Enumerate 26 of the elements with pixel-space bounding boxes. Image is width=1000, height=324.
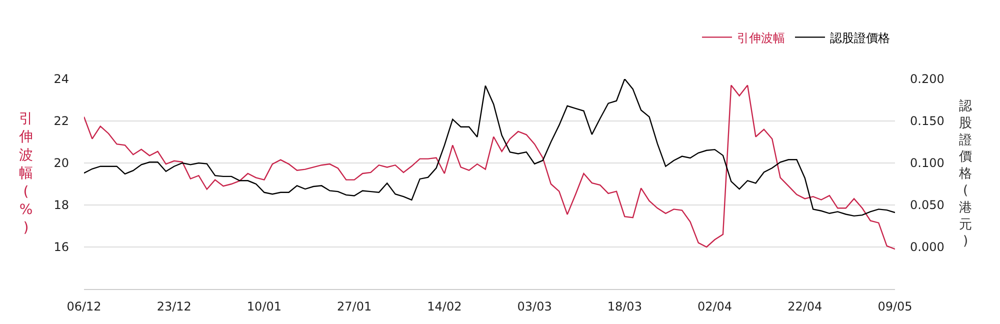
x-tick-label: 22/04 [788,299,822,314]
y2-tick-label: 0.200 [910,72,944,86]
y2-tick-label: 0.000 [910,240,944,254]
y-tick-label: 16 [54,240,69,254]
x-tick-label: 06/12 [66,299,102,314]
x-tick-label: 18/03 [607,299,642,314]
line-series [84,84,895,250]
y2-tick-label: 0.100 [910,156,944,170]
line-series [84,79,895,217]
y-tick-label: 20 [54,156,69,170]
x-tick-label: 02/04 [697,299,732,314]
x-tick-label: 10/01 [246,299,282,314]
y2-tick-label: 0.150 [910,114,944,128]
x-tick-label: 27/01 [337,299,372,314]
y-axis-title: 引伸波幅(%) [18,111,33,236]
legend-label: 引伸波幅 [737,30,785,45]
x-tick-label: 09/05 [878,299,912,314]
text: 認股證價格(港元) [959,99,972,250]
y-tick-label: 24 [54,72,69,86]
x-tick-label: 23/12 [156,299,192,314]
x-tick-label: 03/03 [517,299,552,314]
legend-label: 認股證價格 [830,30,890,45]
y-tick-label: 18 [54,198,69,212]
y-tick-label: 22 [54,114,69,128]
y2-tick-label: 0.050 [910,198,944,212]
x-tick-label: 14/02 [427,299,462,314]
